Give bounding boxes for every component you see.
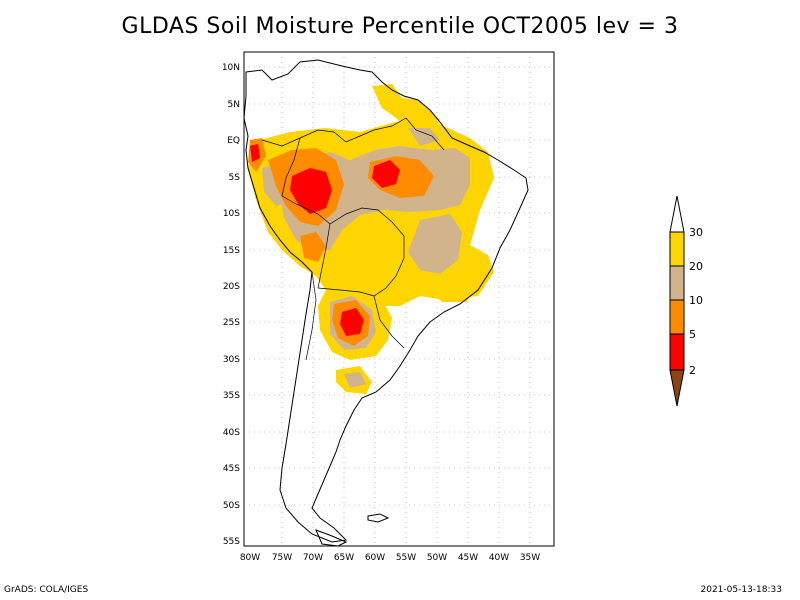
footer-timestamp: 2021-05-13-18:33 [700, 585, 783, 595]
lon-label: 40W [489, 553, 509, 563]
legend-20-30 [669, 231, 685, 267]
lat-label: 50S [223, 501, 240, 511]
longitude-labels: 80W 75W 70W 65W 60W 55W 50W 45W 40W 35W [240, 553, 540, 563]
falklands [367, 513, 390, 523]
shade-20-30-guiana [372, 84, 440, 136]
map-title: GLDAS Soil Moisture Percentile OCT2005 l… [121, 14, 679, 39]
lon-label: 70W [303, 553, 323, 563]
color-legend: 30 20 10 5 2 [669, 195, 703, 407]
shade-2-5-westamaz [290, 168, 332, 214]
tierra-del-fuego [315, 529, 348, 547]
legend-5-10 [669, 299, 685, 335]
lon-label: 35W [520, 553, 540, 563]
shade-2-5-chaco [340, 308, 364, 336]
lon-label: 80W [240, 553, 260, 563]
lat-label: 15S [223, 246, 240, 256]
legend-label: 20 [689, 260, 703, 273]
lon-label: 55W [396, 553, 416, 563]
lat-label: 55S [223, 537, 240, 547]
shade-10-20-north [408, 128, 440, 146]
latitude-labels: 10N 5N EQ 5S 10S 15S 20S 25S 30S 35S 40S… [222, 63, 240, 547]
legend-below-2 [669, 369, 685, 407]
lat-label: EQ [227, 136, 240, 146]
legend-label: 30 [689, 226, 703, 239]
percentile-shading [248, 84, 494, 394]
lat-label: 10S [223, 209, 240, 219]
shade-10-20-pampas [344, 372, 366, 388]
shade-2-5-eastamaz [372, 160, 400, 188]
lat-label: 25S [223, 318, 240, 328]
lat-label: 10N [222, 63, 240, 73]
country-borders [261, 117, 445, 361]
lon-label: 75W [272, 553, 292, 563]
lat-label: 5S [229, 173, 241, 183]
legend-10-20 [669, 265, 685, 301]
shade-10-20-cerrado [408, 214, 462, 274]
lat-label: 30S [223, 355, 240, 365]
legend-label: 2 [689, 364, 696, 377]
footer-credit: GrADS: COLA/IGES [4, 585, 89, 595]
legend-2-5 [669, 333, 685, 371]
lat-label: 40S [223, 428, 240, 438]
shade-5-10-peru [300, 232, 326, 262]
lon-label: 65W [334, 553, 354, 563]
lat-label: 20S [223, 282, 240, 292]
lon-label: 45W [458, 553, 478, 563]
lon-label: 50W [427, 553, 447, 563]
shade-20-30-southbr [424, 278, 476, 302]
lat-label: 5N [228, 100, 240, 110]
lat-label: 35S [223, 391, 240, 401]
legend-label: 5 [689, 328, 696, 341]
shade-2-5-coast [250, 144, 260, 162]
lat-label: 45S [223, 464, 240, 474]
legend-label: 10 [689, 294, 703, 307]
lon-label: 60W [365, 553, 385, 563]
legend-above-30 [669, 195, 685, 233]
